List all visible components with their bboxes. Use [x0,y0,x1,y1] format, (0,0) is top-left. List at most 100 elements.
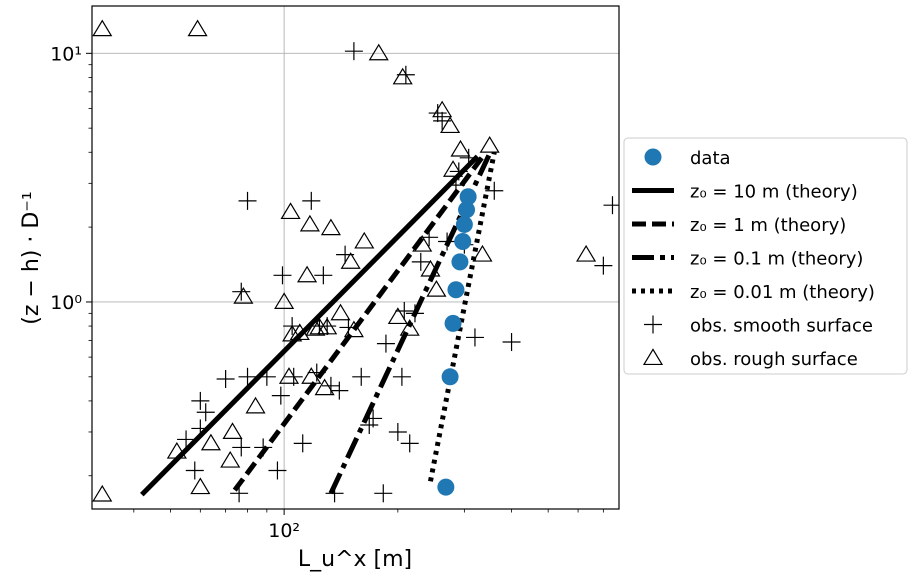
plus-marker [400,434,419,453]
data-point [455,215,473,233]
plus-marker [321,376,340,395]
triangle-marker [289,323,310,341]
triangle-marker [420,259,441,277]
triangle-marker [354,231,375,249]
plus-marker [459,148,478,167]
triangle-marker [166,441,187,459]
triangle-marker [222,422,243,439]
plus-marker [374,484,393,503]
plus-marker [293,434,312,453]
triangle-marker [472,244,493,262]
plus-marker [395,301,414,320]
plus-marker [339,318,358,337]
triangle-marker [299,214,320,232]
theory-line [428,151,497,482]
legend-label: z₀ = 1 m (theory) [690,215,846,236]
plus-marker [428,104,447,123]
plus-marker [352,367,371,386]
data-point [444,314,462,332]
plus-marker [216,369,235,388]
legend-triangle-swatch [642,348,664,366]
plus-marker [268,461,287,480]
triangle-marker [399,319,420,336]
series-layer [92,19,619,503]
data-point [458,201,476,219]
legend-label: z₀ = 0.1 m (theory) [690,249,863,270]
triangle-marker [297,265,318,283]
plus-marker [254,438,273,457]
triangle-marker [479,136,500,153]
plus-marker [257,367,276,386]
data-point [459,188,477,206]
triangle-marker [280,202,301,220]
plus-marker [196,403,215,422]
data-point [451,253,469,271]
plus-marker [344,42,363,61]
plus-marker [325,484,344,503]
triangle-marker [92,19,113,37]
x-axis-label: L_u^x [m] [298,547,412,572]
plus-marker [364,409,383,428]
plus-marker [191,419,210,438]
plus-marker [485,181,504,200]
plot-background [92,6,619,509]
triangle-marker [314,378,335,396]
plus-marker [502,333,521,352]
plus-marker [376,334,395,353]
triangle-marker [301,367,322,384]
legend-label: data [690,148,731,169]
data-point [447,281,465,299]
data-point [454,233,472,251]
plus-marker [232,438,251,457]
y-tick-label: 10¹ [50,43,82,65]
plus-marker [238,367,257,386]
plus-marker [191,391,210,410]
tick-labels: 10² 10⁰ 10¹ [50,43,300,542]
triangle-marker [412,234,433,252]
data-point [437,478,455,496]
triangle-marker [282,324,303,342]
triangle-marker [368,43,389,61]
plus-marker [594,256,613,275]
triangle-marker [278,367,300,384]
plus-marker [307,363,326,382]
legend-label: z₀ = 0.01 m (theory) [690,282,875,303]
plus-marker [392,367,411,386]
legend-circle-swatch [644,148,662,166]
plus-marker [273,266,292,285]
plus-marker [446,176,465,195]
plus-marker [302,191,321,210]
triangle-marker [340,252,361,269]
plus-marker [238,191,257,210]
plus-marker [405,304,424,323]
plus-marker [411,252,430,271]
triangle-marker [305,319,326,336]
plus-marker [185,461,204,480]
triangle-marker [233,286,254,304]
plus-marker [177,430,196,449]
plus-marker [465,328,484,347]
triangle-marker [426,280,447,297]
data-point [441,368,459,386]
y-axis-label: (z − h) · D⁻¹ [19,191,44,324]
triangle-marker [92,484,113,502]
legend-plus-swatch [644,315,662,334]
triangle-marker [387,307,408,325]
plus-marker [314,266,333,285]
triangle-marker [576,244,597,262]
triangle-marker [274,292,295,309]
triangle-marker [330,303,351,321]
plus-marker [438,232,457,251]
triangle-marker [343,320,364,338]
triangle-marker [317,317,338,335]
plot-frame [91,5,620,510]
triangle-marker [320,218,341,236]
triangle-marker [392,67,413,85]
plus-marker [230,484,249,503]
triangle-marker [440,116,461,134]
triangle-marker [442,160,464,177]
plus-marker [330,381,349,400]
triangle-marker [187,19,208,37]
triangle-marker [450,139,471,157]
